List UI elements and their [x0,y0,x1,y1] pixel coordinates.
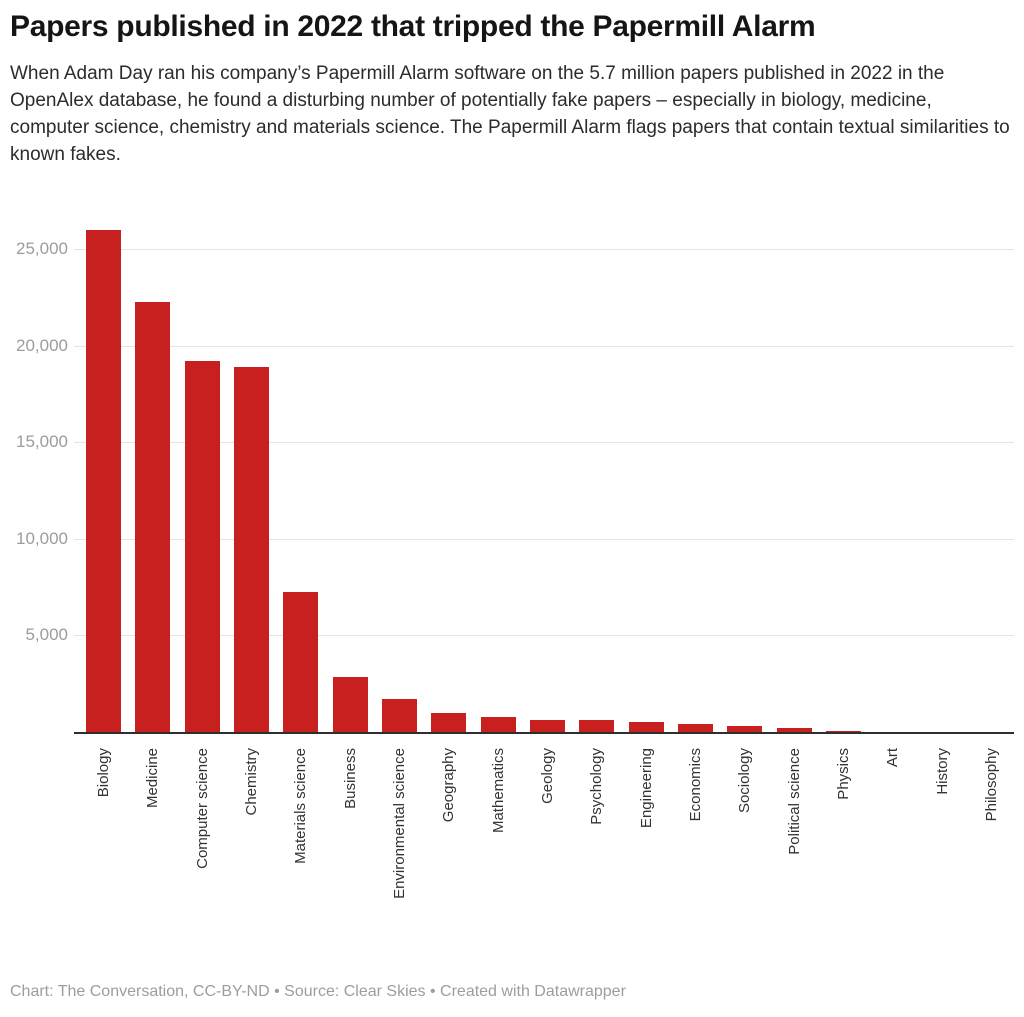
x-axis-category-label: Mathematics [474,748,523,933]
bar-environmental-science[interactable] [381,699,417,732]
x-axis-category-label-text: Economics [686,748,704,822]
x-axis-category-label-text: Materials science [292,748,310,864]
bar-medicine[interactable] [135,301,171,732]
x-axis-category-label: Medicine [128,748,177,933]
x-axis-category-label: Economics [671,748,720,933]
x-axis-category-label-text: Political science [785,748,803,855]
x-axis-category-label-text: Sociology [736,748,754,814]
y-axis-tick-label: 20,000 [16,335,68,355]
x-axis-category-label-text: Geography [440,748,458,823]
bar-geology[interactable] [529,719,565,732]
bar-political-science[interactable] [776,728,812,732]
x-axis-category-label-text: Physics [834,748,852,800]
x-axis-category-label: Materials science [276,748,325,933]
x-axis-category-label: Computer science [178,748,227,933]
x-axis-category-label: Engineering [622,748,671,933]
x-axis-category-label-text: Engineering [637,748,655,829]
x-axis-category-label-text: Business [341,748,359,809]
bar-psychology[interactable] [579,719,615,732]
bar-chemistry[interactable] [233,367,269,732]
bar-economics[interactable] [677,723,713,732]
gridline [74,345,1014,347]
y-axis-tick-label: 15,000 [16,432,68,452]
bar-chart: Biology Medicine Computer science Chemistry… [0,205,1024,945]
x-axis-category-label: Environmental science [375,748,424,933]
x-axis-category-label: Geology [523,748,572,933]
x-axis-category-label-text: Biology [95,748,112,798]
x-axis-category-label-text: Environmental science [390,748,408,899]
bar-geography[interactable] [431,712,467,732]
x-axis-category-label: Political science [770,748,819,933]
bar-engineering[interactable] [628,721,664,732]
x-axis-category-label-text: Chemistry [242,748,260,816]
x-axis-category-label: Sociology [720,748,769,933]
plot-area [74,205,1014,734]
y-axis-tick-label: 5,000 [25,625,68,645]
gridline [74,635,1014,637]
x-axis-category-label: Art [868,748,917,933]
x-axis-category-label-text: Psychology [588,748,606,825]
chart-description: When Adam Day ran his company’s Papermil… [10,62,1010,165]
gridline [74,538,1014,540]
x-axis-line [74,732,1014,734]
gridline [74,442,1014,444]
x-axis-category-label: Physics [819,748,868,933]
bar-sociology[interactable] [727,725,763,732]
x-axis-category-label: Chemistry [227,748,276,933]
x-axis-category-label-text: Philosophy [982,748,1000,822]
chart-header: Papers published in 2022 that tripped th… [10,10,1014,168]
bar-business[interactable] [332,676,368,732]
bar-computer-science[interactable] [184,361,220,732]
x-axis-category-label: Geography [424,748,473,933]
x-axis-labels: Biology Medicine Computer science Chemistry… [74,748,1014,938]
y-axis-tick-label: 10,000 [16,528,68,548]
x-axis-category-label: Philosophy [967,748,1016,933]
bar-mathematics[interactable] [480,717,516,732]
bar-biology[interactable] [86,230,121,732]
x-axis-category-label-text: Computer science [193,748,211,869]
bar-materials-science[interactable] [283,592,319,732]
x-axis-category-label-text: Mathematics [489,748,507,834]
chart-title: Papers published in 2022 that tripped th… [10,10,816,43]
gridline [74,249,1014,251]
x-axis-category-label-text: Art [884,748,902,768]
bar-physics[interactable] [825,731,861,732]
x-axis-category-label: Business [326,748,375,933]
x-axis-category-label: History [918,748,967,933]
x-axis-category-label-text: Geology [538,748,556,804]
x-axis-category-label-text: History [933,748,951,795]
x-axis-category-label: Psychology [572,748,621,933]
x-axis-category-label: Biology [79,748,128,933]
x-axis-category-label-text: Medicine [144,748,162,809]
y-axis-tick-label: 25,000 [16,239,68,259]
chart-footer-attribution: Chart: The Conversation, CC-BY-ND • Sour… [10,983,626,1000]
